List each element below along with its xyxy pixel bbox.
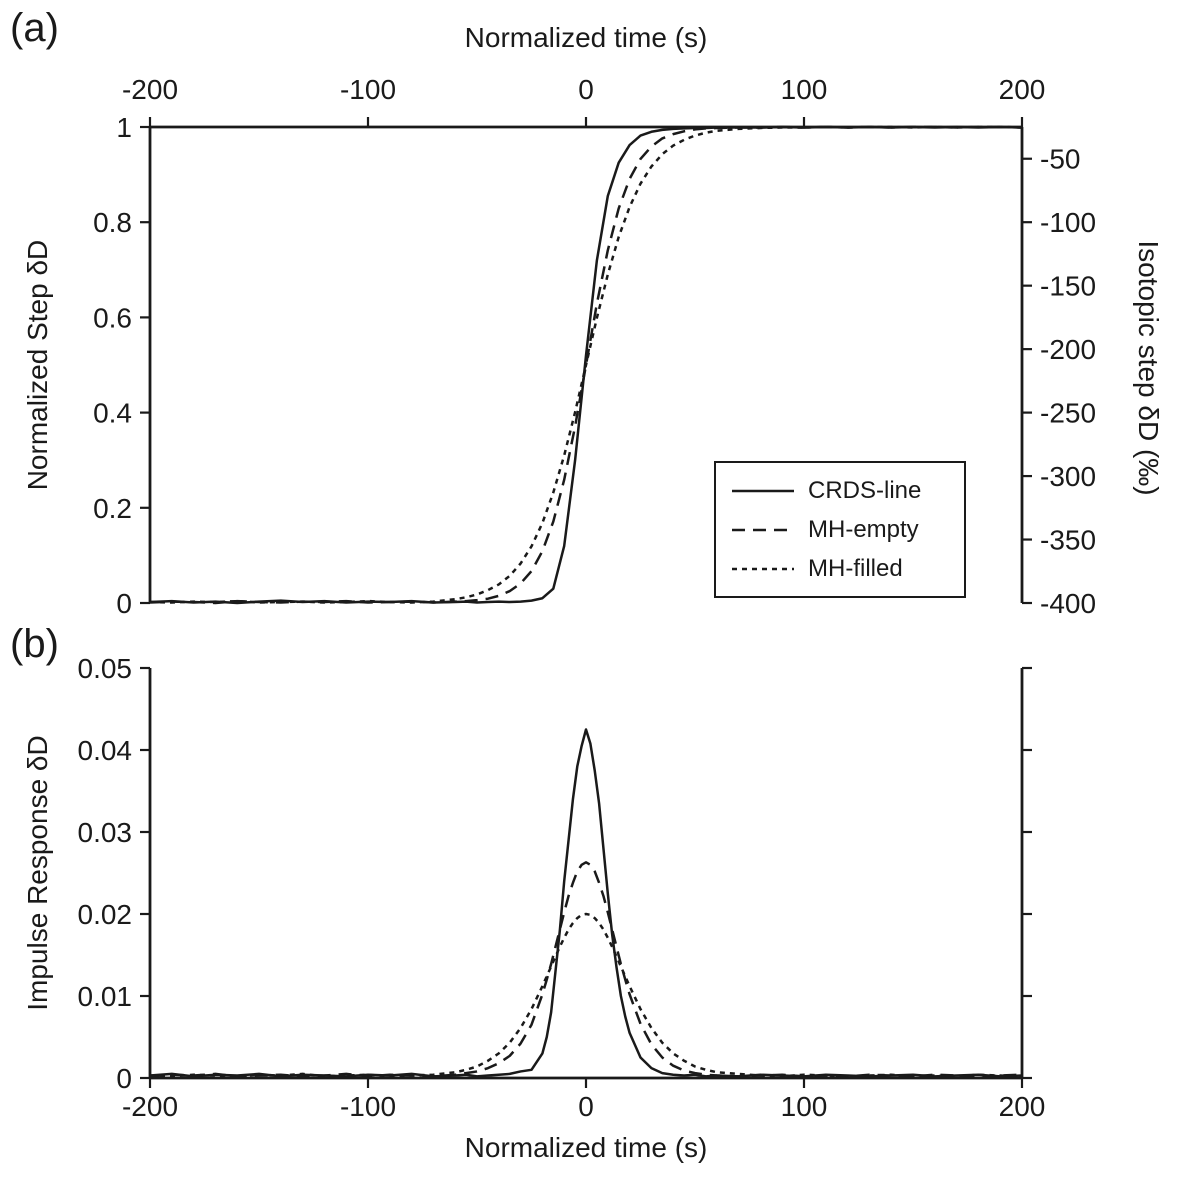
top-tick-label: -100 — [340, 74, 396, 105]
series-MH-empty — [149, 861, 1023, 1078]
left-tick-label: 1 — [116, 112, 132, 143]
step-y-axis-title: Normalized Step δD — [22, 239, 53, 491]
short-dash-line-sample-icon — [732, 567, 794, 570]
top-x-axis-title: Normalized time (s) — [464, 22, 708, 53]
left-tick-label: 0.6 — [93, 302, 132, 333]
top-tick-label: 0 — [578, 74, 594, 105]
series-CRDS-line — [149, 728, 1023, 1078]
left-tick-label: 0.04 — [78, 735, 133, 766]
left-tick-label: 0 — [116, 1063, 132, 1094]
legend-label: MH-empty — [808, 515, 919, 543]
right-tick-label: -350 — [1040, 525, 1096, 556]
top-tick-label: 200 — [999, 74, 1046, 105]
bottom-tick-label: 100 — [781, 1091, 828, 1122]
legend: CRDS-line MH-empty MH-filled — [714, 461, 966, 598]
legend-label: MH-filled — [808, 554, 903, 582]
right-tick-label: -250 — [1040, 398, 1096, 429]
left-tick-label: 0.8 — [93, 207, 132, 238]
legend-label: CRDS-line — [808, 476, 922, 504]
right-tick-label: -300 — [1040, 461, 1096, 492]
right-tick-label: -150 — [1040, 271, 1096, 302]
top-tick-label: 100 — [781, 74, 828, 105]
left-tick-label: 0.02 — [78, 899, 133, 930]
right-tick-label: -100 — [1040, 207, 1096, 238]
legend-item-mh-empty: MH-empty — [716, 510, 964, 549]
dashed-line-sample-icon — [732, 528, 794, 531]
left-tick-label: 0.03 — [78, 817, 133, 848]
isotopic-y-axis-title: Isotopic step δD (‰) — [1133, 240, 1164, 496]
right-tick-label: -200 — [1040, 334, 1096, 365]
top-tick-label: -200 — [122, 74, 178, 105]
right-tick-label: -400 — [1040, 588, 1096, 619]
bottom-tick-label: -200 — [122, 1091, 178, 1122]
panel-a-label: (a) — [10, 6, 59, 50]
legend-item-mh-filled: MH-filled — [716, 549, 964, 588]
left-tick-label: 0.2 — [93, 493, 132, 524]
bottom-tick-label: 200 — [999, 1091, 1046, 1122]
series-MH-filled — [149, 912, 1023, 1078]
series-MH-empty — [149, 125, 1023, 605]
left-tick-label: 0.05 — [78, 653, 133, 684]
bottom-tick-label: -100 — [340, 1091, 396, 1122]
solid-line-sample-icon — [732, 489, 794, 492]
left-tick-label: 0 — [116, 588, 132, 619]
bottom-tick-label: 0 — [578, 1091, 594, 1122]
series-MH-filled — [149, 125, 1023, 604]
impulse-y-axis-title: Impulse Response δD — [22, 735, 53, 1011]
right-tick-label: -50 — [1040, 144, 1080, 175]
left-tick-label: 0.01 — [78, 981, 133, 1012]
panel-b-label: (b) — [10, 622, 59, 666]
legend-item-crds-line: CRDS-line — [716, 471, 964, 510]
bottom-x-axis-title: Normalized time (s) — [464, 1132, 708, 1163]
left-tick-label: 0.4 — [93, 398, 132, 429]
